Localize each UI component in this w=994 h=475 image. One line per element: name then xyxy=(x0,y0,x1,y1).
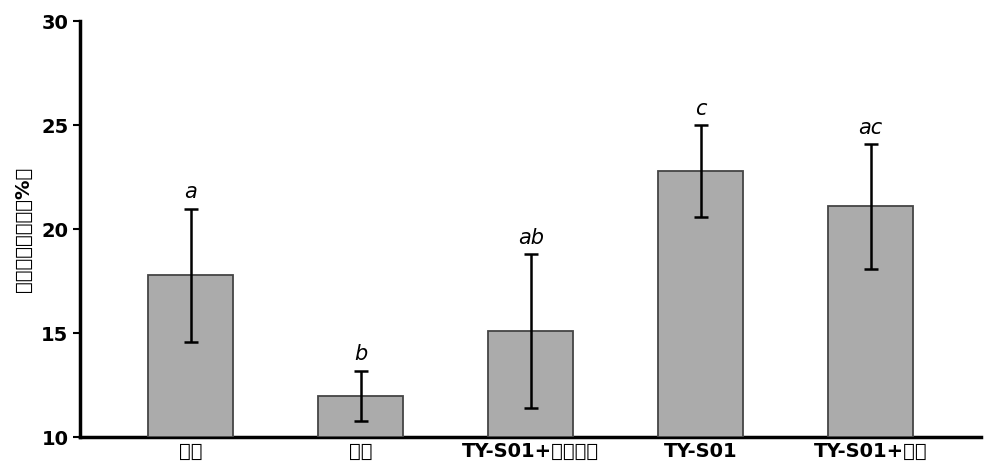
Bar xyxy=(657,171,743,437)
Text: ab: ab xyxy=(517,228,543,248)
Text: b: b xyxy=(354,344,367,364)
Y-axis label: 巨噬细胞存噬率（%）: 巨噬细胞存噬率（%） xyxy=(14,167,33,292)
Text: ac: ac xyxy=(858,118,882,138)
Bar xyxy=(827,207,912,437)
Bar xyxy=(148,275,233,437)
Bar xyxy=(318,396,403,437)
Text: c: c xyxy=(694,99,706,119)
Bar xyxy=(488,331,573,437)
Text: a: a xyxy=(184,182,197,202)
